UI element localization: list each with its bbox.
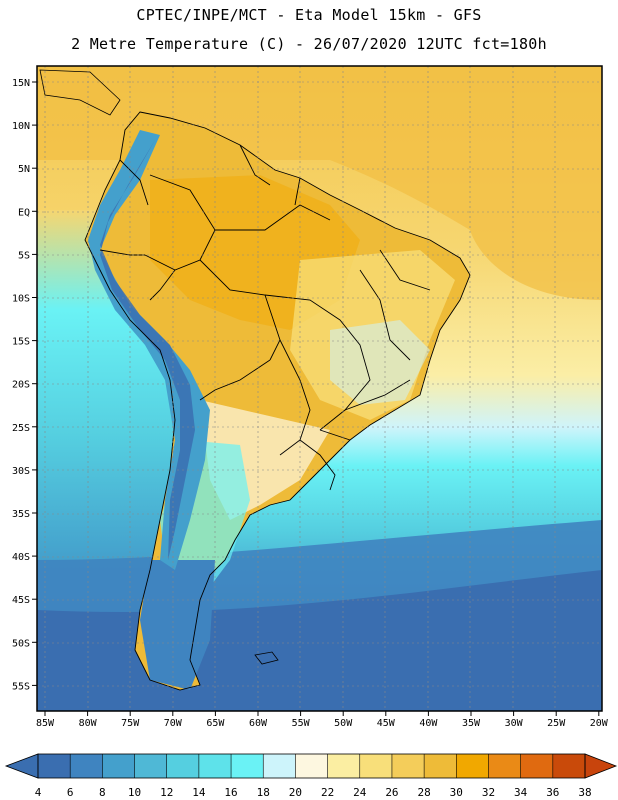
colorbar-label: 8 [99,786,106,799]
lon-label: 25W [547,718,566,729]
colorbar-swatch [166,754,200,778]
chart-title-line2: 2 Metre Temperature (C) - 26/07/2020 12U… [71,35,547,53]
graticule [37,66,602,711]
lon-label: 40W [419,718,438,729]
colorbar-label: 32 [482,786,495,799]
lat-label: EQ [18,207,30,218]
lat-label: 20S [12,380,30,391]
lon-label: 75W [121,718,140,729]
colorbar-label: 14 [192,786,206,799]
lon-label: 30W [505,718,524,729]
lat-label: 10N [12,121,30,132]
colorbar-label: 34 [514,786,528,799]
colorbar-label: 20 [289,786,302,799]
colorbar-label: 24 [353,786,367,799]
colorbar-swatch [231,754,264,778]
colorbar-swatch [520,754,554,778]
colorbar-swatch [391,754,425,778]
lon-label: 60W [249,718,268,729]
colorbar-label: 38 [578,786,591,799]
colorbar-label: 28 [417,786,430,799]
lat-label: 50S [12,638,30,649]
lat-label: 45S [12,595,30,606]
colorbar-label: 22 [321,786,334,799]
lon-label: 70W [164,718,183,729]
colorbar-swatch [295,754,328,778]
lat-label: 25S [12,423,30,434]
lon-label: 35W [462,718,481,729]
colorbar-label: 36 [546,786,559,799]
map-frame [36,65,603,712]
lon-label: 50W [334,718,353,729]
map-field [37,66,602,711]
lon-label: 45W [377,718,396,729]
colorbar-swatch [327,754,361,778]
colorbar-over-arrow [584,753,618,779]
chart-title-line1: CPTEC/INPE/MCT - Eta Model 15km - GFS [136,6,482,24]
colorbar-swatch [359,754,393,778]
colorbar-label: 30 [450,786,463,799]
lon-label: 20W [590,718,609,729]
falkland-islands [254,651,279,665]
central-america [39,69,121,116]
colorbar-label: 26 [385,786,398,799]
lon-label: 65W [206,718,225,729]
highland-cool-patch [330,320,430,405]
lat-label: 5N [18,164,30,175]
lon-label: 85W [36,718,55,729]
colorbar-label: 18 [257,786,270,799]
lat-label: 15S [12,337,30,348]
lat-label: 55S [12,681,30,692]
colorbar-swatch [198,754,232,778]
lat-label: 35S [12,509,30,520]
colorbar-swatch [38,754,71,778]
lat-label: 40S [12,552,30,563]
country-borders [84,111,471,691]
colorbar-swatch [102,754,135,778]
lon-label: 55W [292,718,311,729]
lat-label: 10S [12,294,30,305]
latitude-labels: 15N 10N 5N EQ 5S 10S 15S 20S 25S 30S 35S 40S 45S 50S 5… [12,78,37,692]
colorbar-swatch [263,754,296,778]
colorbar-label: 4 [35,786,42,799]
longitude-labels: 85W 80W 75W 70W 65W 60W 55W 50W 45W 40W 35W 30W 25W 2… [36,711,609,729]
colorbar-label: 12 [160,786,173,799]
patagonia-cold-zone [140,560,215,690]
lat-label: 15N [12,78,30,89]
colorbar-swatch [488,754,522,778]
lat-label: 5S [18,250,30,261]
lon-label: 80W [79,718,98,729]
lat-label: 30S [12,466,30,477]
colorbar: 4 6 8 10 12 14 16 18 20 22 24 26 28 30 32 34 36 38 [4,753,618,799]
colorbar-swatch [552,754,586,778]
colorbar-swatch [456,754,489,778]
colorbar-swatch [70,754,103,778]
colorbar-swatch [424,754,457,778]
colorbar-label: 16 [224,786,237,799]
colorbar-label: 10 [128,786,141,799]
colorbar-swatch [134,754,168,778]
colorbar-under-arrow [4,753,39,779]
colorbar-label: 6 [67,786,74,799]
